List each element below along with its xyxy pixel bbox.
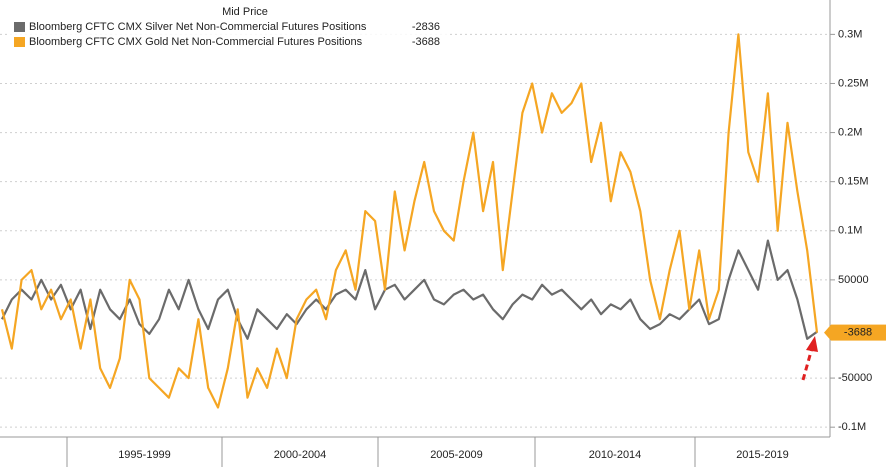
y-tick-label: 50000 [838, 274, 869, 286]
legend-swatch [14, 37, 25, 47]
y-tick-label: 0.3M [838, 28, 862, 40]
legend-value: -3688 [412, 36, 440, 48]
lines [0, 33, 819, 409]
y-tick-label: 0.25M [838, 77, 869, 89]
legend-label: Bloomberg CFTC CMX Gold Net Non-Commerci… [29, 36, 363, 48]
legend-swatch [14, 22, 25, 32]
grid [0, 33, 835, 428]
series-line [1, 239, 818, 340]
legend: Bloomberg CFTC CMX Silver Net Non-Commer… [14, 21, 440, 48]
arrow-shaft [801, 347, 814, 381]
x-tick-label: 2015-2019 [736, 449, 789, 461]
series-line [0, 33, 819, 409]
last-value-box [831, 324, 886, 341]
y-tick-label: 0.2M [838, 126, 862, 138]
x-tick-label: 2010-2014 [589, 449, 642, 461]
legend-label: Bloomberg CFTC CMX Silver Net Non-Commer… [29, 21, 367, 33]
last-value-pointer [824, 324, 831, 341]
last-value-label: -3688 [844, 327, 872, 339]
y-tick-label: -0.1M [838, 421, 866, 433]
y-tick-label: 0.1M [838, 225, 862, 237]
legend-value: -2836 [412, 21, 440, 33]
legend-title: Mid Price [222, 6, 268, 18]
arrow-head [806, 336, 818, 352]
y-tick-label: 0.15M [838, 176, 869, 188]
legend-bg [8, 2, 448, 70]
y-tick-label: -50000 [838, 372, 872, 384]
x-tick-label: 2000-2004 [274, 449, 327, 461]
x-tick-label: 2005-2009 [430, 449, 483, 461]
labels: -0.1M -50000 50000 0.1M 0.15M 0.2M 0.25M 0.3M 19… [66, 28, 886, 467]
x-tick-label: 1995-1999 [118, 449, 171, 461]
